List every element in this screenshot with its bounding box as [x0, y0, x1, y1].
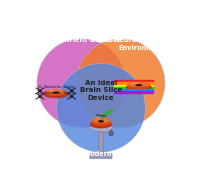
Text: Fine Control
over Neurochemical
Environments: Fine Control over Neurochemical Environm… — [95, 30, 169, 51]
Circle shape — [57, 64, 145, 152]
Text: Access to Modern Microscopy
& Electrophysiology: Access to Modern Microscopy & Electrophy… — [46, 151, 156, 165]
Circle shape — [37, 39, 126, 127]
Text: An Ideal
Brain Slice
Device: An Ideal Brain Slice Device — [80, 80, 122, 101]
Text: Efficient Delivery
of O₂, Nutrient & Waste.: Efficient Delivery of O₂, Nutrient & Was… — [33, 30, 123, 43]
Circle shape — [76, 39, 165, 127]
